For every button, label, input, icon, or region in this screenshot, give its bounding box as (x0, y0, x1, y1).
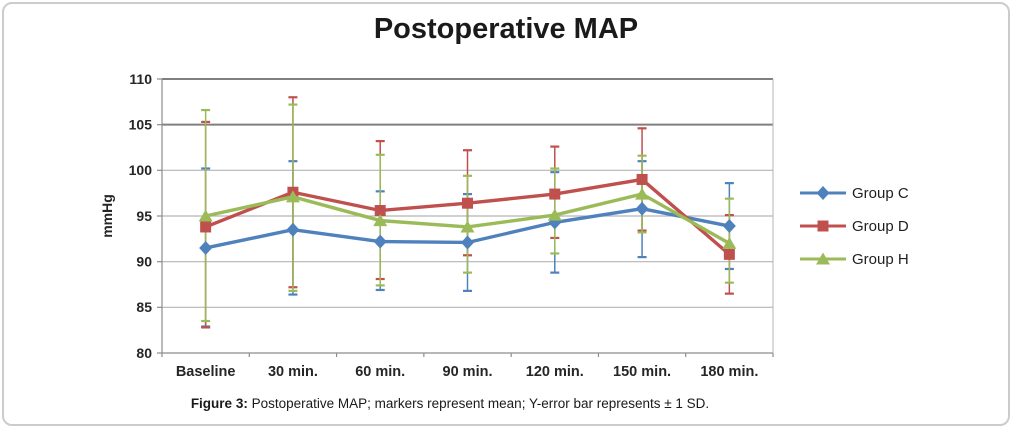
marker-triangle (635, 187, 650, 200)
x-tick-label: 180 min. (700, 364, 758, 380)
marker-square (200, 221, 212, 233)
x-tick-label: 90 min. (443, 364, 493, 380)
chart-title: Postoperative MAP (373, 13, 639, 45)
figure-caption: Figure 3: Postoperative MAP; markers rep… (10, 396, 890, 411)
legend-item-group-d: Group D (797, 216, 909, 236)
y-axis-title: mmHg (99, 194, 115, 238)
figure-caption-text: Postoperative MAP; markers represent mea… (247, 396, 710, 411)
marker-triangle (547, 208, 562, 221)
marker-diamond (199, 240, 213, 255)
legend: Group C Group D Group H (797, 183, 909, 269)
marker-diamond (373, 234, 387, 249)
x-tick-label: 120 min. (526, 364, 584, 380)
legend-item-group-c: Group C (797, 183, 909, 203)
x-tick-label: 60 min. (355, 364, 405, 380)
marker-triangle (460, 220, 475, 233)
marker-diamond (461, 235, 474, 250)
marker-diamond (286, 222, 300, 237)
y-tick-label: 85 (136, 299, 152, 315)
x-tick-label: 150 min. (613, 364, 671, 380)
marker-triangle (198, 209, 213, 222)
marker-square (723, 248, 735, 260)
legend-line-marker-icon (800, 186, 846, 200)
marker-square (374, 205, 386, 217)
legend-label-group-d: Group D (852, 217, 909, 235)
marker-triangle (285, 190, 300, 203)
marker-square (817, 220, 829, 232)
y-tick-label: 100 (129, 162, 153, 178)
marker-square (549, 188, 561, 200)
marker-square (462, 197, 473, 209)
marker-square (636, 173, 648, 185)
figure-caption-label: Figure 3: (190, 396, 248, 411)
legend-item-group-h: Group H (797, 249, 909, 269)
marker-triangle (373, 214, 388, 227)
marker-triangle (816, 252, 830, 265)
legend-label-group-c: Group C (852, 184, 909, 202)
marker-diamond (635, 201, 649, 216)
x-tick-label: 30 min. (268, 364, 318, 380)
y-tick-label: 90 (136, 254, 152, 270)
y-tick-label: 110 (129, 71, 152, 87)
marker-triangle (722, 236, 737, 249)
legend-line-marker-icon (800, 220, 846, 232)
y-tick-label: 95 (136, 208, 152, 224)
marker-diamond (816, 186, 830, 200)
series-group-h (198, 187, 737, 249)
legend-line-marker-icon (800, 252, 846, 265)
x-tick-label: Baseline (176, 364, 236, 380)
legend-label-group-h: Group H (852, 250, 909, 268)
marker-diamond (722, 219, 736, 234)
y-tick-label: 105 (129, 117, 153, 133)
series-group-c (199, 201, 736, 255)
y-tick-label: 80 (136, 345, 152, 361)
